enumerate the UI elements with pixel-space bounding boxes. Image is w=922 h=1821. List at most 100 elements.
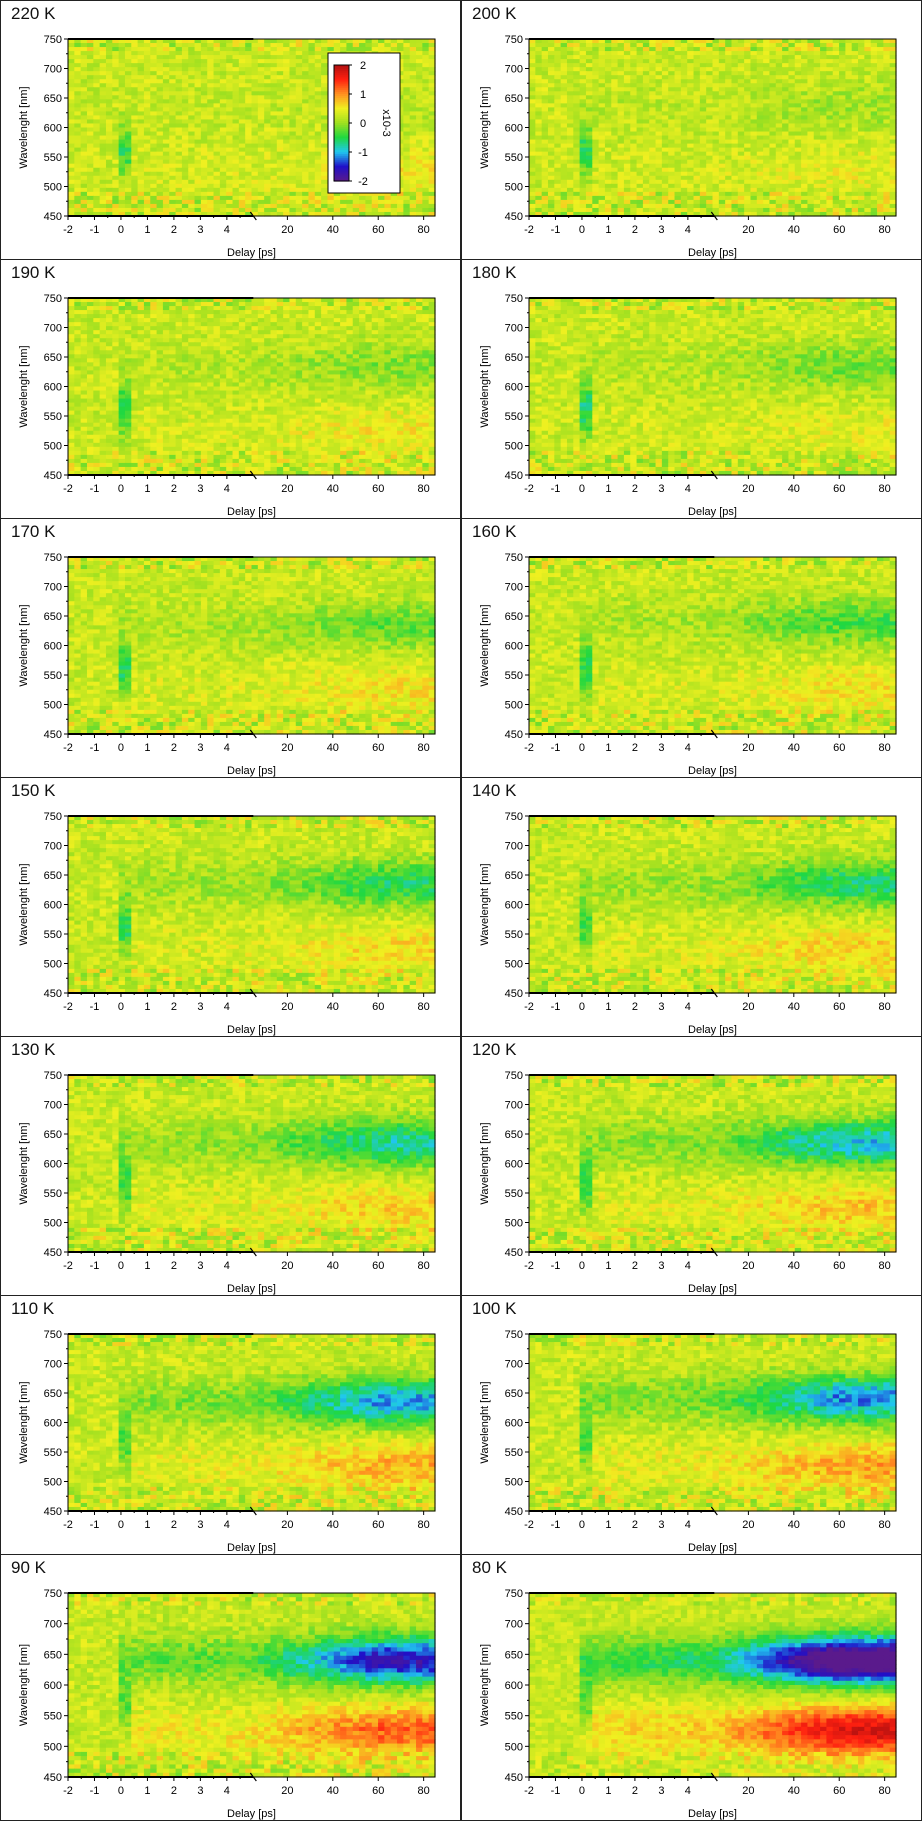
y-axis-label: Wavelenght [nm]: [479, 1381, 491, 1463]
y-tick-label: 450: [505, 988, 523, 1000]
colorbar-label: x10-3: [380, 109, 392, 137]
x-tick-label: 3: [197, 1519, 203, 1531]
x-tick-label: 60: [372, 1001, 384, 1013]
y-tick-label: 600: [44, 1159, 62, 1171]
y-tick-label: 450: [44, 470, 62, 482]
x-tick-label: 0: [579, 483, 585, 495]
x-tick-label: 2: [632, 1519, 638, 1531]
x-tick-label: 40: [788, 742, 800, 754]
y-tick-label: 550: [44, 929, 62, 941]
x-tick-label: 20: [742, 483, 754, 495]
y-axis-label: Wavelenght [nm]: [18, 345, 30, 427]
x-tick-label: -1: [90, 224, 100, 236]
x-tick-label: 40: [327, 224, 339, 236]
x-tick-label: 20: [281, 224, 293, 236]
colorbar-tick-label: 2: [360, 60, 366, 72]
x-tick-label: -1: [551, 1519, 561, 1531]
y-axis-label: Wavelenght [nm]: [479, 86, 491, 168]
y-axis-label: Wavelenght [nm]: [18, 86, 30, 168]
x-tick-label: 2: [632, 1001, 638, 1013]
x-tick-label: 1: [605, 224, 611, 236]
x-tick-label: 60: [833, 224, 845, 236]
x-axis-label: Delay [ps]: [227, 765, 276, 777]
y-tick-label: 600: [505, 1159, 523, 1171]
y-tick-label: 750: [44, 811, 62, 823]
x-axis-label: Delay [ps]: [227, 1283, 276, 1295]
y-tick-label: 750: [505, 811, 523, 823]
y-tick-label: 750: [44, 293, 62, 305]
x-tick-label: 3: [658, 1260, 664, 1272]
x-tick-label: 60: [372, 742, 384, 754]
y-tick-label: 650: [44, 352, 62, 364]
x-tick-label: 0: [579, 1785, 585, 1797]
colorbar-tick-label: -2: [358, 176, 368, 188]
x-tick-label: -1: [551, 224, 561, 236]
x-tick-label: 0: [118, 742, 124, 754]
y-tick-label: 650: [44, 1388, 62, 1400]
y-tick-label: 550: [44, 1188, 62, 1200]
y-tick-label: 650: [505, 93, 523, 105]
y-tick-label: 550: [505, 411, 523, 423]
y-tick-label: 650: [505, 1388, 523, 1400]
x-tick-label: 4: [224, 1519, 230, 1531]
y-axis-label: Wavelenght [nm]: [18, 863, 30, 945]
x-tick-label: 20: [742, 224, 754, 236]
y-tick-label: 750: [505, 293, 523, 305]
heatmap-cells: [529, 816, 897, 994]
y-tick-label: 500: [505, 182, 523, 194]
x-tick-label: 4: [224, 224, 230, 236]
heatmap-cells: [68, 557, 436, 735]
x-tick-label: 80: [418, 224, 430, 236]
y-tick-label: 600: [505, 900, 523, 912]
x-tick-label: -2: [524, 483, 534, 495]
x-tick-label: 4: [224, 1785, 230, 1797]
x-tick-label: -2: [63, 483, 73, 495]
y-tick-label: 700: [505, 582, 523, 594]
y-tick-label: 700: [505, 323, 523, 335]
x-tick-label: 3: [658, 224, 664, 236]
x-tick-label: 4: [685, 1519, 691, 1531]
y-axis-label: Wavelenght [nm]: [479, 1122, 491, 1204]
y-tick-label: 700: [44, 841, 62, 853]
x-tick-label: -2: [524, 224, 534, 236]
x-tick-label: 4: [685, 742, 691, 754]
y-tick-label: 600: [44, 641, 62, 653]
y-tick-label: 450: [44, 1247, 62, 1259]
heatmap-cells: [529, 1334, 897, 1512]
y-tick-label: 550: [505, 1711, 523, 1723]
x-tick-label: 3: [197, 1785, 203, 1797]
y-tick-label: 450: [505, 1247, 523, 1259]
x-tick-label: -1: [90, 1785, 100, 1797]
x-tick-label: 20: [742, 1001, 754, 1013]
x-tick-label: 40: [788, 1785, 800, 1797]
x-tick-label: -2: [524, 1001, 534, 1013]
x-tick-label: 1: [605, 1785, 611, 1797]
y-tick-label: 550: [505, 1447, 523, 1459]
x-axis-label: Delay [ps]: [227, 506, 276, 518]
x-tick-label: 2: [171, 224, 177, 236]
x-tick-label: 20: [281, 1260, 293, 1272]
y-tick-label: 500: [44, 1477, 62, 1489]
y-tick-label: 500: [505, 1218, 523, 1230]
x-tick-label: 4: [224, 742, 230, 754]
x-tick-label: 40: [327, 483, 339, 495]
x-tick-label: 0: [118, 224, 124, 236]
x-tick-label: 60: [372, 483, 384, 495]
x-tick-label: 2: [632, 742, 638, 754]
x-tick-label: 2: [632, 483, 638, 495]
x-axis-label: Delay [ps]: [688, 765, 737, 777]
x-tick-label: 60: [372, 1785, 384, 1797]
y-tick-label: 650: [44, 1129, 62, 1141]
heatmap-cells: [68, 1075, 436, 1253]
x-tick-label: 40: [788, 1001, 800, 1013]
y-tick-label: 750: [44, 552, 62, 564]
